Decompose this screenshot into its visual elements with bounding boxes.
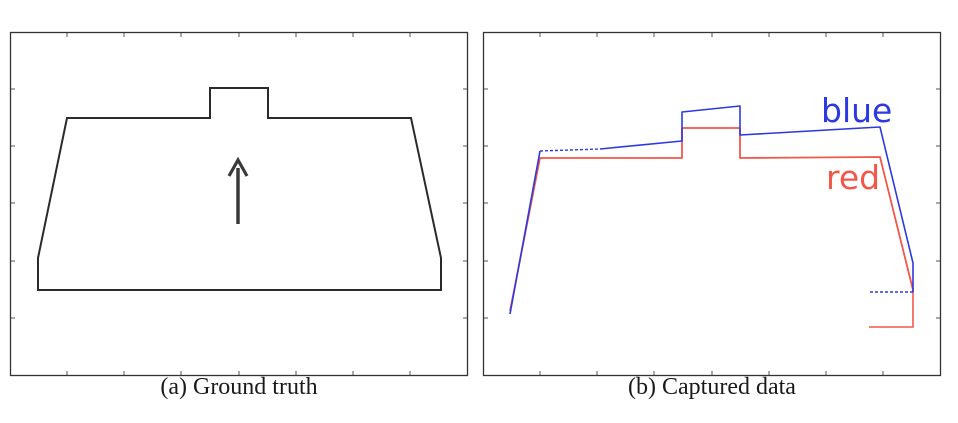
panel-a-ticks [11,33,467,375]
panel-b-frame [482,31,942,377]
blue-trace-line [599,105,914,292]
panel-captured-data: blue red (b) Captured data [482,31,942,400]
panel-ground-truth: (a) Ground truth [9,31,469,400]
panel-b-ticks [484,33,940,375]
blue-trace [509,105,914,315]
red-trace [509,127,914,328]
blue-trace-solid-start [509,150,541,315]
blue-trace-dashed [539,148,601,152]
red-trace-tail [869,290,914,328]
red-trace-line [509,127,914,312]
direction-arrow-icon [227,156,249,224]
ground-truth-outline [37,87,442,291]
caption-captured-data: (b) Captured data [628,374,796,400]
caption-ground-truth: (a) Ground truth [160,374,317,400]
label-red: red [826,158,880,197]
label-blue: blue [821,91,892,130]
